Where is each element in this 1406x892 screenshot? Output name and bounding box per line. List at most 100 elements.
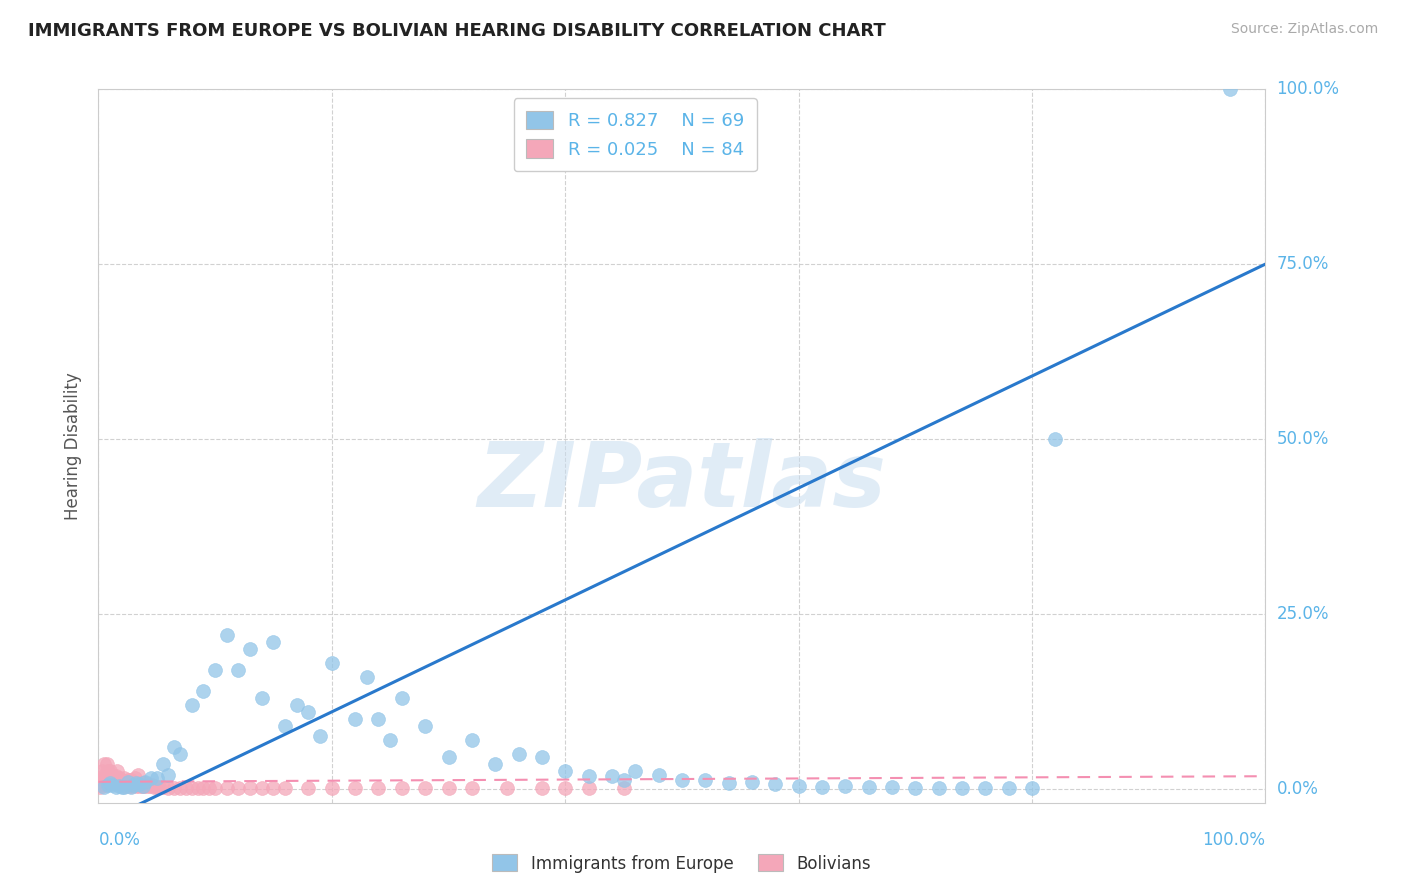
Point xyxy=(321,781,343,796)
Point xyxy=(193,684,215,698)
Point xyxy=(132,776,155,790)
Point xyxy=(169,747,191,761)
Point xyxy=(174,780,197,795)
Text: ZIPatlas: ZIPatlas xyxy=(478,438,886,525)
Point xyxy=(717,776,740,790)
Point xyxy=(508,747,530,761)
Point xyxy=(121,779,143,793)
Point xyxy=(204,663,226,677)
Point xyxy=(495,781,517,796)
Point xyxy=(1219,82,1241,96)
Point xyxy=(928,781,950,796)
Point xyxy=(128,777,150,791)
Point xyxy=(152,780,174,795)
Point xyxy=(128,779,150,793)
Point xyxy=(141,778,163,792)
Point xyxy=(105,764,128,779)
Point xyxy=(274,781,297,796)
Point xyxy=(117,774,139,789)
Point xyxy=(858,780,880,795)
Point xyxy=(250,781,273,796)
Point xyxy=(139,772,162,786)
Point xyxy=(763,777,786,791)
Point xyxy=(285,698,308,712)
Point xyxy=(91,773,114,788)
Point xyxy=(157,781,180,796)
Point xyxy=(554,781,576,796)
Point xyxy=(148,780,170,794)
Point xyxy=(96,772,118,786)
Point xyxy=(437,781,460,796)
Point xyxy=(530,750,553,764)
Point xyxy=(612,773,634,788)
Point xyxy=(578,781,600,796)
Point xyxy=(880,780,903,795)
Point xyxy=(180,698,202,712)
Point xyxy=(228,663,250,677)
Point xyxy=(262,635,284,649)
Point xyxy=(107,776,129,790)
Point xyxy=(297,705,319,719)
Point xyxy=(391,690,413,705)
Point xyxy=(97,774,120,789)
Point xyxy=(461,732,484,747)
Point xyxy=(97,778,120,792)
Point xyxy=(91,769,114,783)
Point xyxy=(974,780,997,795)
Point xyxy=(624,764,647,779)
Point xyxy=(132,779,155,793)
Point xyxy=(274,719,297,733)
Point xyxy=(193,781,215,796)
Point xyxy=(120,773,142,788)
Point xyxy=(1045,432,1067,446)
Point xyxy=(671,773,693,788)
Point xyxy=(163,780,186,795)
Point xyxy=(108,779,131,793)
Point xyxy=(215,628,238,642)
Point xyxy=(741,774,763,789)
Point xyxy=(239,641,262,656)
Point xyxy=(97,774,120,789)
Point xyxy=(112,772,135,786)
Point xyxy=(110,778,132,792)
Point xyxy=(134,774,156,789)
Point xyxy=(437,750,460,764)
Point xyxy=(114,779,136,793)
Point xyxy=(228,781,250,796)
Point xyxy=(578,769,600,783)
Point xyxy=(111,773,134,788)
Point xyxy=(94,772,117,786)
Point xyxy=(104,780,127,794)
Point xyxy=(146,780,169,795)
Point xyxy=(108,772,131,786)
Text: 75.0%: 75.0% xyxy=(1277,255,1329,273)
Point xyxy=(127,768,149,782)
Point xyxy=(198,781,221,796)
Point xyxy=(101,768,124,782)
Point xyxy=(120,780,142,794)
Text: 0.0%: 0.0% xyxy=(98,830,141,849)
Point xyxy=(997,781,1019,796)
Point xyxy=(118,779,141,793)
Point xyxy=(391,781,413,796)
Point xyxy=(98,772,121,786)
Point xyxy=(89,778,111,792)
Point xyxy=(484,757,506,772)
Point xyxy=(647,768,669,782)
Point xyxy=(139,779,162,793)
Point xyxy=(98,776,121,790)
Point xyxy=(124,772,146,786)
Point xyxy=(187,780,209,795)
Point xyxy=(89,780,111,794)
Point xyxy=(94,774,117,789)
Point xyxy=(125,776,148,790)
Point xyxy=(94,778,117,792)
Point xyxy=(239,781,262,796)
Point xyxy=(378,732,402,747)
Text: 100.0%: 100.0% xyxy=(1277,80,1340,98)
Point xyxy=(204,780,226,795)
Point xyxy=(321,656,343,670)
Point xyxy=(125,779,148,793)
Point xyxy=(152,757,174,772)
Point xyxy=(90,764,112,779)
